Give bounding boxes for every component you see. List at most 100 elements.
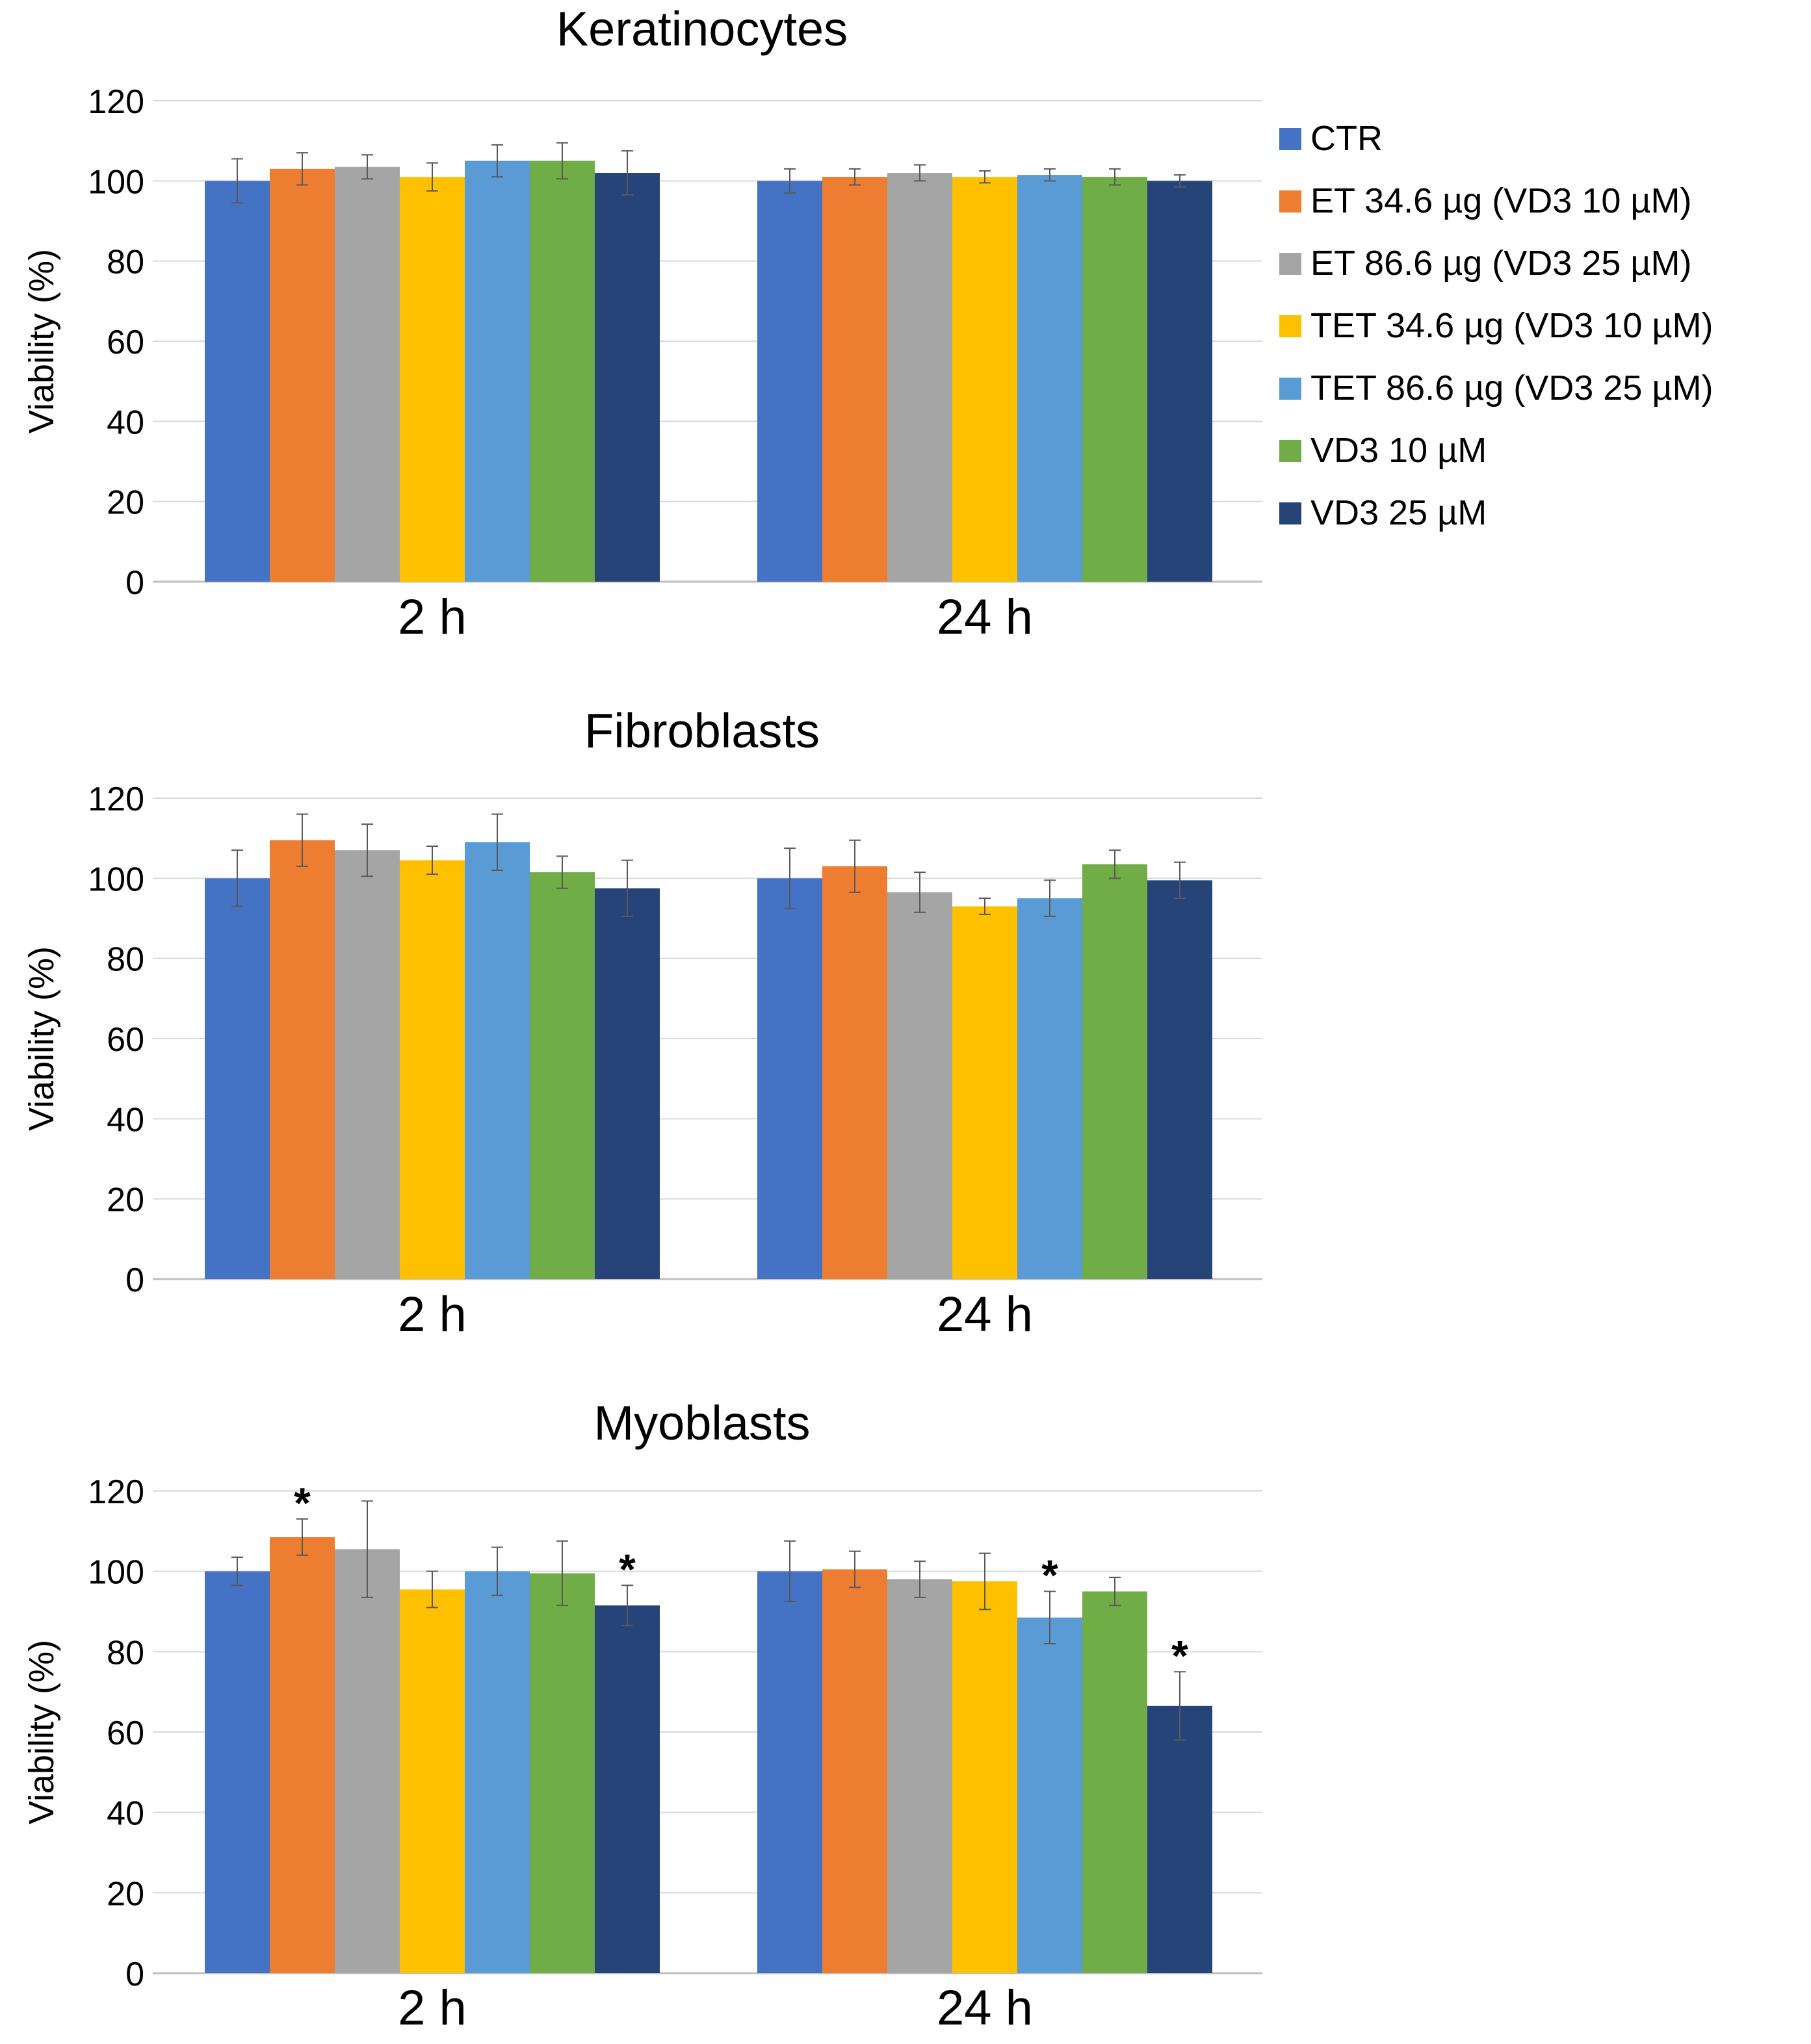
y-tick-label: 20 [107,1182,144,1219]
x-category-label: 24 h [937,589,1033,645]
bar-2h-series-1 [270,168,335,582]
bar-2h-series-2 [335,166,400,582]
legend-label: ET 34.6 µg (VD3 10 µM) [1310,181,1691,220]
y-tick-label: 20 [107,1875,144,1913]
legend-item: ET 86.6 µg (VD3 25 µM) [1279,244,1691,283]
significance-marker: * [1171,1631,1188,1679]
legend-item: TET 34.6 µg (VD3 10 µM) [1279,306,1713,345]
bar-24h-series-1 [822,177,887,582]
bar-2h-series-5 [530,1573,595,1973]
chart-fibroblasts: 0 20 40 60 80 100 120 Fibroblasts Viability (%) 2… [22,704,1262,1342]
y-tick-label: 120 [88,1473,144,1511]
bar-24h-series-0 [757,181,822,582]
legend-swatch [1279,128,1301,150]
bar-2h-series-4 [465,842,530,1279]
bar-24h-series-0 [757,878,822,1279]
bar-24h-series-6 [1147,1705,1212,1973]
bar-24h-series-2 [887,1579,952,1973]
x-category-label: 2 h [398,1980,467,2036]
y-tick-label: 60 [107,324,144,361]
legend-swatch [1279,378,1301,400]
y-tick-label: 0 [125,1956,144,1993]
bar-2h-series-6 [595,888,660,1279]
bar-2h-series-3 [400,860,465,1279]
bar-24h-series-3 [952,1581,1017,1973]
bar-2h-series-6 [595,1605,660,1973]
significance-marker: * [619,1545,636,1593]
bar-24h-series-3 [952,906,1017,1279]
bar-24h-series-2 [887,892,952,1279]
chart-title: Myoblasts [593,1396,810,1450]
bar-24h-series-2 [887,173,952,582]
bar-24h-series-0 [757,1571,822,1973]
bar-2h-series-6 [595,173,660,582]
bar-2h-series-1 [270,1537,335,1973]
x-category-label: 2 h [398,589,467,645]
legend-item: TET 86.6 µg (VD3 25 µM) [1279,369,1713,408]
legend-swatch [1279,315,1301,337]
x-category-label: 24 h [937,1287,1033,1342]
bar-24h-series-1 [822,1569,887,1973]
y-tick-label: 100 [88,860,144,898]
bar-2h-series-1 [270,840,335,1279]
bar-2h-series-0 [205,181,270,582]
y-tick-label: 0 [125,564,144,602]
y-tick-label: 120 [88,781,144,818]
x-category-label: 2 h [398,1287,467,1342]
y-axis-label: Viability (%) [22,1640,61,1824]
legend-item: CTR [1279,119,1383,158]
y-tick-label: 60 [107,1021,144,1059]
legend-label: TET 86.6 µg (VD3 25 µM) [1310,369,1713,408]
significance-marker: * [294,1479,311,1527]
chart-title: Fibroblasts [584,704,820,758]
bar-2h-series-3 [400,177,465,582]
bar-24h-series-4 [1017,1617,1082,1973]
y-tick-label: 100 [88,1554,144,1592]
legend-label: TET 34.6 µg (VD3 10 µM) [1310,306,1713,345]
x-category-label: 24 h [937,1980,1033,2036]
legend-item: ET 34.6 µg (VD3 10 µM) [1279,181,1691,220]
legend-item: VD3 25 µM [1279,493,1487,532]
legend: CTR ET 34.6 µg (VD3 10 µM) ET 86.6 µg (VD3… [1279,119,1713,532]
y-tick-label: 20 [107,484,144,522]
chart-myoblasts: 0 20 40 60 80 100 120 Myoblasts Viability (%) 2 h… [22,1396,1262,2036]
legend-swatch [1279,502,1301,524]
y-axis-label: Viability (%) [22,946,61,1131]
legend-label: ET 86.6 µg (VD3 25 µM) [1310,244,1691,283]
y-tick-label: 0 [125,1261,144,1299]
chart-title: Keratinocytes [556,2,848,56]
bar-24h-series-6 [1147,880,1212,1279]
bar-24h-series-5 [1082,1591,1147,1973]
bar-2h-series-0 [205,1571,270,1973]
legend-swatch [1279,190,1301,213]
y-tick-label: 60 [107,1714,144,1752]
y-tick-label: 100 [88,163,144,201]
bar-24h-series-4 [1017,898,1082,1279]
bar-2h-series-2 [335,1549,400,1973]
bar-2h-series-4 [465,161,530,582]
bar-2h-series-3 [400,1589,465,1973]
legend-swatch [1279,440,1301,462]
bar-2h-series-0 [205,878,270,1279]
chart-panels: 0 20 40 60 80 100 120 Keratinocytes Viability (%… [22,2,1262,2036]
y-tick-label: 40 [107,1101,144,1139]
legend-swatch [1279,253,1301,275]
bar-24h-series-5 [1082,177,1147,582]
bar-24h-series-6 [1147,181,1212,582]
bar-2h-series-2 [335,850,400,1279]
y-tick-label: 80 [107,941,144,979]
bar-2h-series-5 [530,161,595,582]
bar-24h-series-3 [952,177,1017,582]
y-tick-label: 80 [107,244,144,281]
y-axis-label: Viability (%) [22,249,61,433]
bar-2h-series-5 [530,872,595,1279]
significance-marker: * [1041,1551,1058,1599]
legend-item: VD3 10 µM [1279,431,1487,470]
chart-keratinocytes: 0 20 40 60 80 100 120 Keratinocytes Viability (%… [22,2,1262,645]
y-tick-label: 120 [88,83,144,121]
legend-label: CTR [1310,119,1383,158]
bar-24h-series-4 [1017,175,1082,582]
legend-label: VD3 10 µM [1310,431,1487,470]
y-tick-label: 40 [107,1795,144,1833]
